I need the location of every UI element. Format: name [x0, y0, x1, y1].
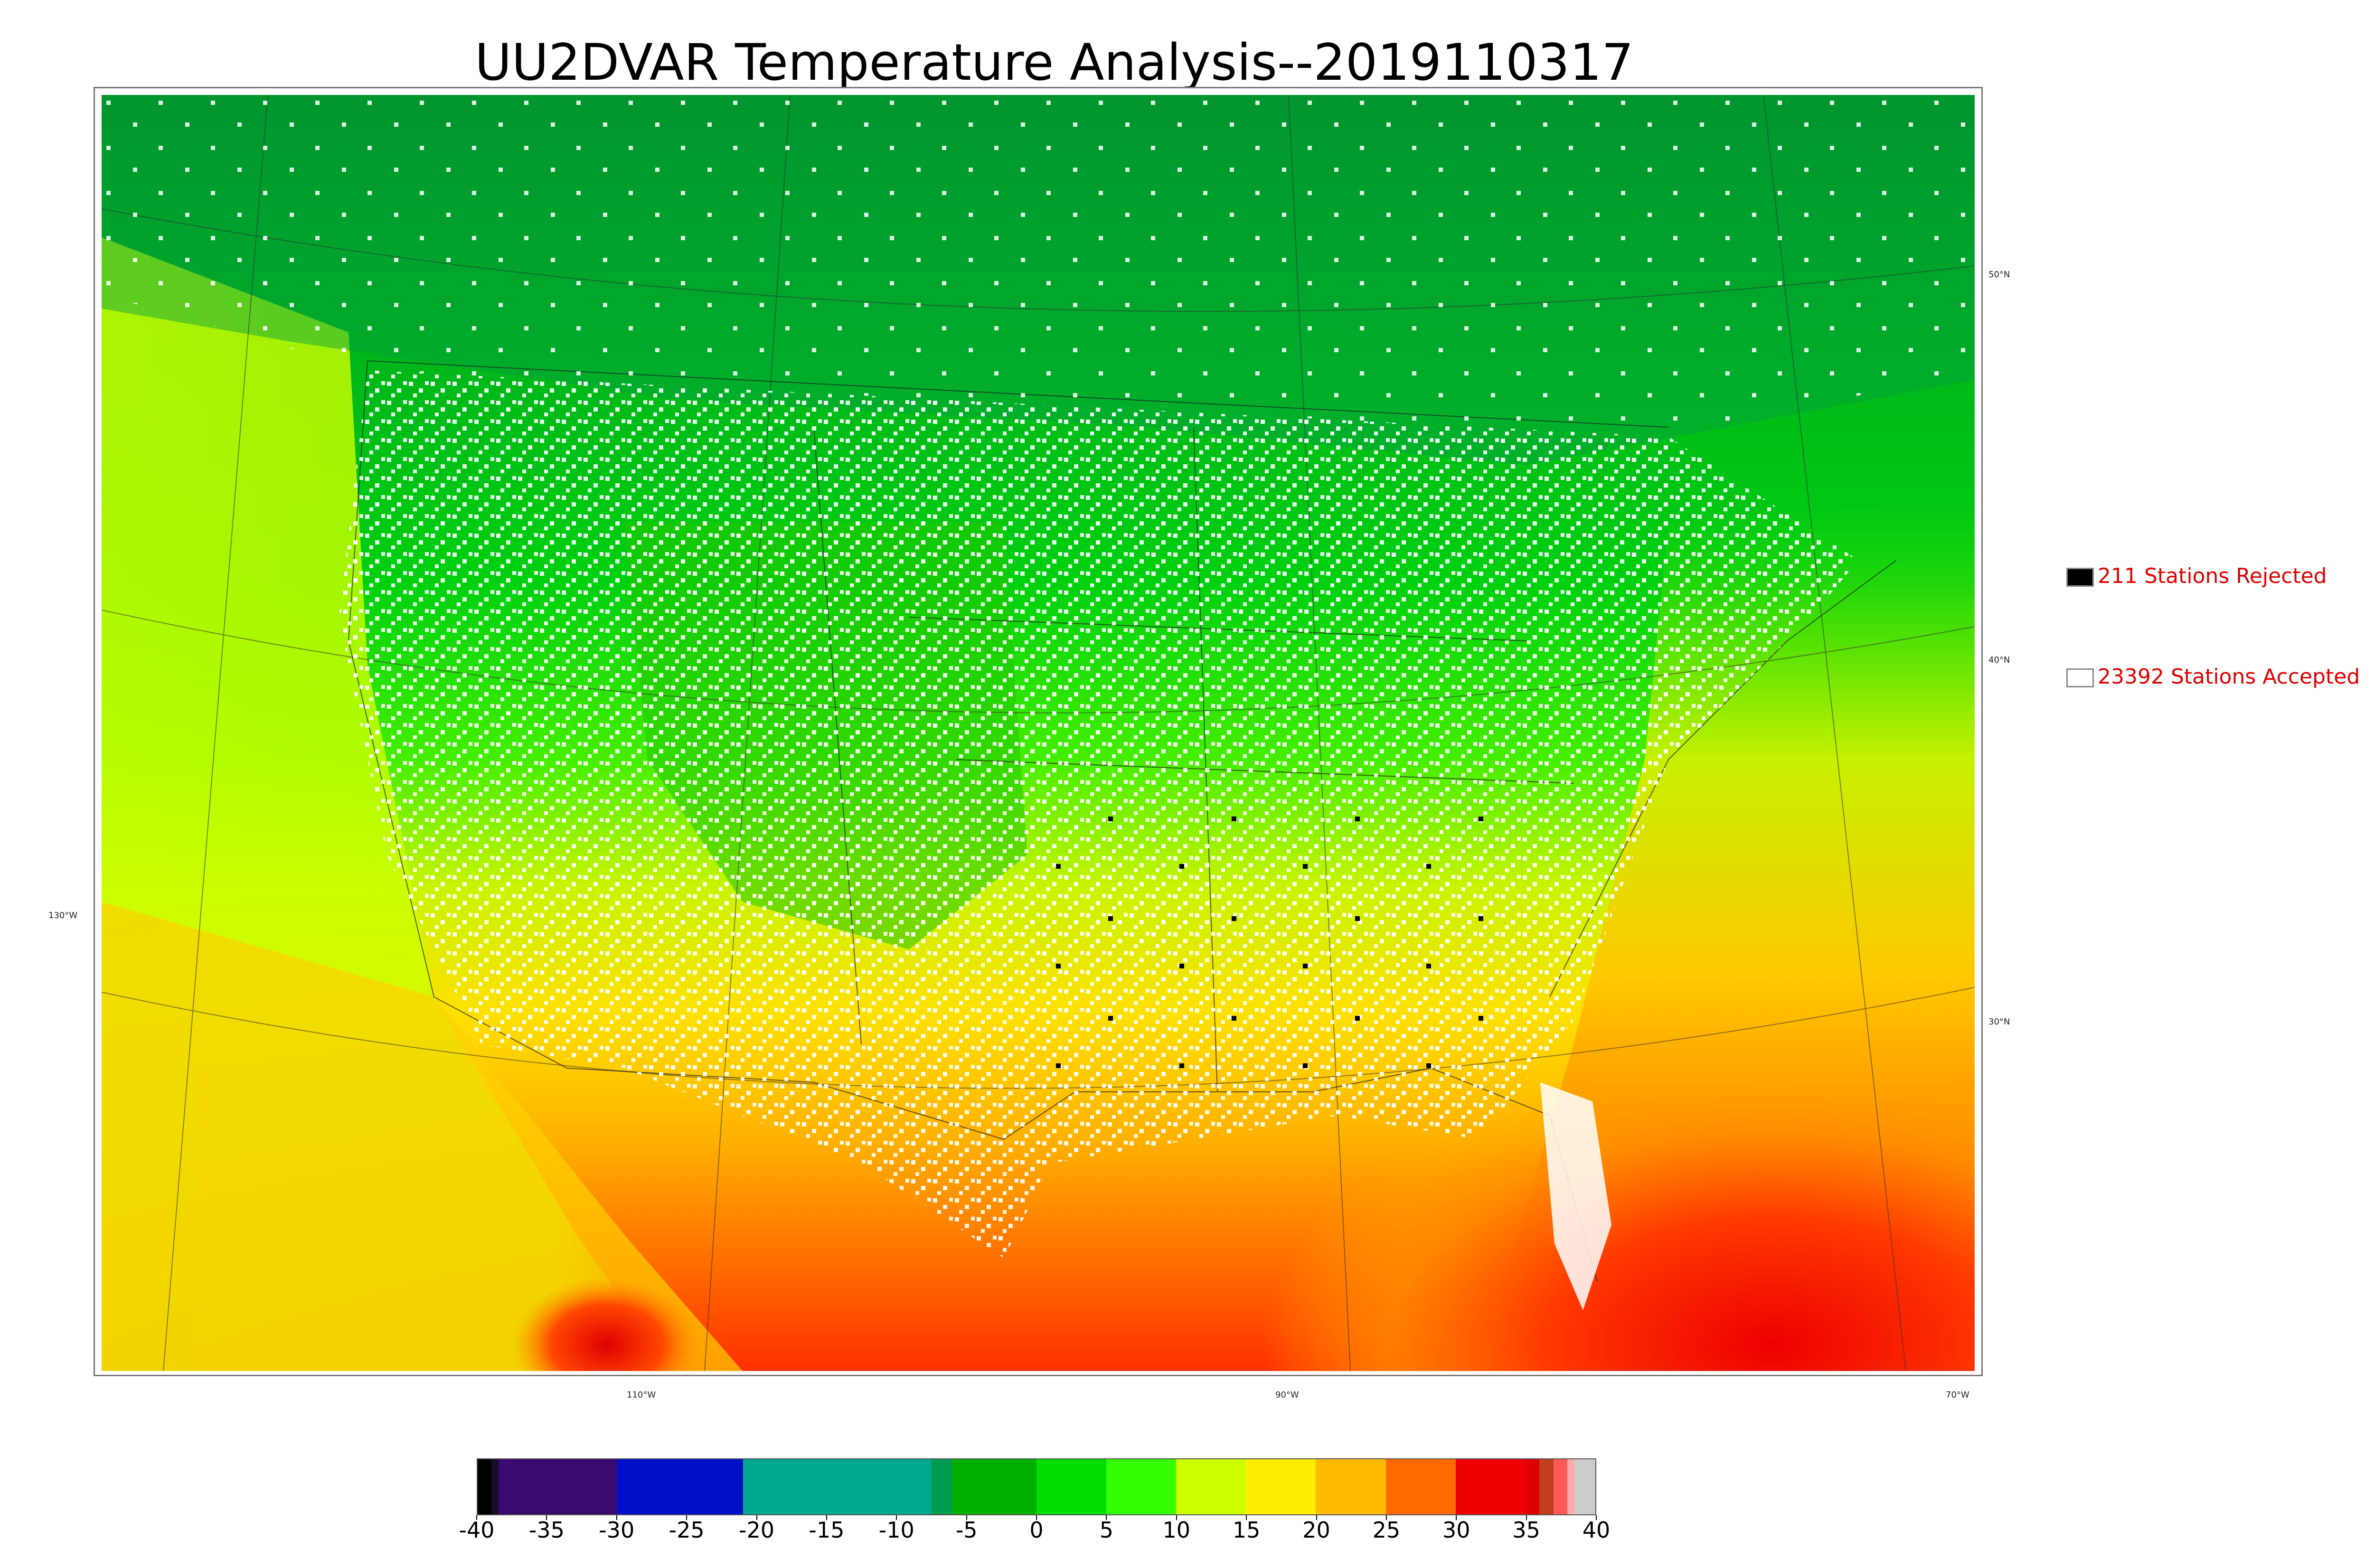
- rejected-swatch: [2066, 568, 2094, 587]
- colorbar-segment: [617, 1459, 744, 1514]
- lat-label-30n: 30°N: [1988, 1017, 2010, 1027]
- colorbar-tick-mark: [1316, 1515, 1317, 1520]
- colorbar-tick-mark: [1106, 1515, 1107, 1520]
- temperature-colorbar: [477, 1458, 1596, 1515]
- colorbar-segment: [952, 1459, 1036, 1514]
- temperature-map: [94, 87, 1983, 1376]
- colorbar-segment: [478, 1459, 492, 1514]
- colorbar-segment: [1553, 1459, 1568, 1514]
- colorbar-segment: [1385, 1459, 1456, 1514]
- colorbar-segment: [1539, 1459, 1554, 1514]
- colorbar-tick-label: -30: [599, 1517, 635, 1543]
- colorbar-tick-label: 5: [1099, 1517, 1114, 1543]
- colorbar-tick-mark: [1596, 1515, 1597, 1520]
- colorbar-tick-label: -40: [459, 1517, 495, 1543]
- colorbar-segment: [491, 1459, 499, 1514]
- colorbar-tick-label: -25: [669, 1517, 705, 1543]
- colorbar-tick-mark: [966, 1515, 967, 1520]
- colorbar-tick-label: 0: [1029, 1517, 1044, 1543]
- colorbar-segment: [1176, 1459, 1246, 1514]
- colorbar-tick-label: -10: [878, 1517, 914, 1543]
- colorbar-tick-mark: [1385, 1515, 1387, 1520]
- colorbar-tick-mark: [546, 1515, 547, 1520]
- colorbar-tick-mark: [1246, 1515, 1247, 1520]
- colorbar-tick-label: 35: [1512, 1517, 1540, 1543]
- colorbar-segment: [1525, 1459, 1540, 1514]
- colorbar-tick-mark: [1036, 1515, 1037, 1520]
- colorbar-tick-label: -5: [955, 1517, 978, 1543]
- colorbar-tick-label: 10: [1162, 1517, 1191, 1543]
- colorbar-tick-label: 30: [1442, 1517, 1470, 1543]
- colorbar-segment: [743, 1459, 932, 1514]
- colorbar-tick-label: 20: [1302, 1517, 1330, 1543]
- map-title: UU2DVAR Temperature Analysis--2019110317: [475, 33, 1634, 92]
- colorbar-segment: [1455, 1459, 1526, 1514]
- colorbar-segment: [1106, 1459, 1177, 1514]
- legend-rejected-label: 211 Stations Rejected: [2098, 564, 2327, 588]
- colorbar-tick-mark: [616, 1515, 617, 1520]
- colorbar-segment: [932, 1459, 953, 1514]
- accepted-swatch: [2066, 668, 2094, 687]
- colorbar-tick-mark: [686, 1515, 688, 1520]
- colorbar-tick-label: 15: [1232, 1517, 1261, 1543]
- colorbar-tick-label: 40: [1582, 1517, 1611, 1543]
- lon-label-90w: 90°W: [1275, 1390, 1299, 1400]
- lon-label-130w: 130°W: [48, 911, 78, 920]
- temperature-field: [102, 95, 1975, 1371]
- colorbar-tick-label: -20: [738, 1517, 775, 1543]
- colorbar-segment: [1567, 1459, 1574, 1514]
- colorbar-tick-mark: [1526, 1515, 1527, 1520]
- lat-label-40n: 40°N: [1988, 655, 2010, 665]
- colorbar-tick-mark: [756, 1515, 757, 1520]
- colorbar-tick-mark: [896, 1515, 897, 1520]
- colorbar-tick-mark: [476, 1515, 477, 1520]
- colorbar-segment: [1246, 1459, 1316, 1514]
- legend-accepted-label: 23392 Stations Accepted: [2098, 665, 2360, 689]
- lon-label-110w: 110°W: [627, 1390, 656, 1400]
- colorbar-tick-mark: [1456, 1515, 1457, 1520]
- colorbar-tick-label: -35: [528, 1517, 565, 1543]
- colorbar-segment: [1574, 1459, 1595, 1514]
- colorbar-tick-label: 25: [1372, 1517, 1401, 1543]
- colorbar-tick-mark: [1176, 1515, 1177, 1520]
- colorbar-tick-mark: [826, 1515, 827, 1520]
- colorbar-segment: [1036, 1459, 1107, 1514]
- lon-label-70w: 70°W: [1946, 1390, 1969, 1400]
- colorbar-segment: [1316, 1459, 1386, 1514]
- colorbar-tick-label: -15: [809, 1517, 845, 1543]
- lat-label-50n: 50°N: [1988, 270, 2010, 280]
- colorbar-segment: [499, 1459, 618, 1514]
